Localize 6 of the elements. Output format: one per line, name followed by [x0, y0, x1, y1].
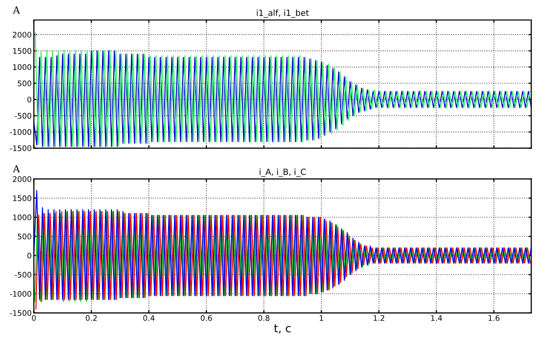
chart-title: i1_alf, i1_bet: [256, 10, 309, 18]
chart-title: i_A, i_B, i_C: [260, 168, 306, 177]
x-axis-title: t, c: [274, 324, 291, 334]
y-axis-title: A: [12, 165, 20, 172]
y-axis-title: A: [12, 6, 20, 14]
line-series: [34, 190, 532, 300]
